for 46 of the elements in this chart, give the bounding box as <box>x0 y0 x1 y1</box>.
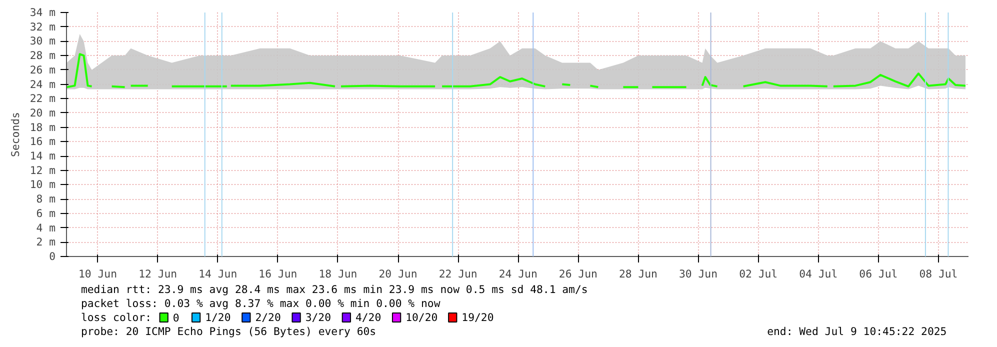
y-tick-label: 22 m <box>30 92 56 106</box>
x-tick-label: 20 Jun <box>378 268 418 280</box>
legend-label: 0 <box>172 312 180 324</box>
y-tick-label: 14 m <box>30 150 56 163</box>
legend-label: 19/20 <box>462 311 494 324</box>
y-tick-label: 10 m <box>30 178 56 192</box>
legend-title: loss color: <box>80 311 152 324</box>
legend-label: 1/20 <box>205 311 231 324</box>
y-tick-label: 24 m <box>30 78 56 91</box>
y-tick-label: 4 m <box>36 221 56 234</box>
text: probe: 20 ICMP Echo Pings (56 Bytes) every 60s <box>80 325 376 338</box>
y-tick-label: 8 m <box>36 192 56 206</box>
text: packet loss: 0.03 % avg 8.37 % max 0.00 % min 0.00 % now <box>80 297 441 310</box>
y-tick-label: 28 m <box>30 49 56 62</box>
y-tick-label: 0 <box>49 250 56 263</box>
y-tick-label: 20 m <box>30 106 56 120</box>
y-tick-label: 18 m <box>30 120 56 134</box>
x-tick-label: 24 Jun <box>498 268 538 280</box>
y-tick-label: 26 m <box>30 63 56 76</box>
x-tick-label: 16 Jun <box>258 268 298 280</box>
x-tick-label: 22 Jun <box>438 268 478 280</box>
x-tick-label: 06 Jul <box>859 268 898 280</box>
y-tick-label: 30 m <box>30 34 56 48</box>
y-axis-title: Seconds <box>8 112 22 157</box>
y-tick-label: 2 m <box>36 236 56 249</box>
legend-label: 3/20 <box>305 311 332 324</box>
legend-label: 4/20 <box>355 311 382 324</box>
legend-label: 2/20 <box>255 311 281 324</box>
legend-label: 10/20 <box>406 311 438 324</box>
y-tick-label: 34 m <box>30 6 56 19</box>
x-tick-label: 12 Jun <box>138 268 178 280</box>
y-tick-label: 16 m <box>30 135 56 148</box>
x-tick-label: 08 Jul <box>919 268 958 280</box>
y-tick-label: 6 m <box>36 206 56 220</box>
x-tick-label: 04 Jul <box>799 268 838 280</box>
y-tick-label: 32 m <box>30 20 56 34</box>
y-tick-label: 12 m <box>30 164 56 177</box>
text: end: Wed Jul 9 10:45:22 2025 <box>767 325 947 338</box>
x-tick-label: 10 Jun <box>78 268 118 280</box>
x-tick-label: 14 Jun <box>198 268 238 280</box>
x-tick-label: 18 Jun <box>318 268 358 280</box>
x-tick-label: 28 Jun <box>618 268 658 280</box>
x-tick-label: 02 Jul <box>739 268 778 280</box>
x-tick-label: 30 Jun <box>679 268 718 280</box>
x-tick-label: 26 Jun <box>558 268 598 280</box>
text: median rtt: 23.9 ms avg 28.4 ms max 23.6 ms min 23.9 ms now 0.5 ms sd 48.1 am/s <box>80 283 588 296</box>
